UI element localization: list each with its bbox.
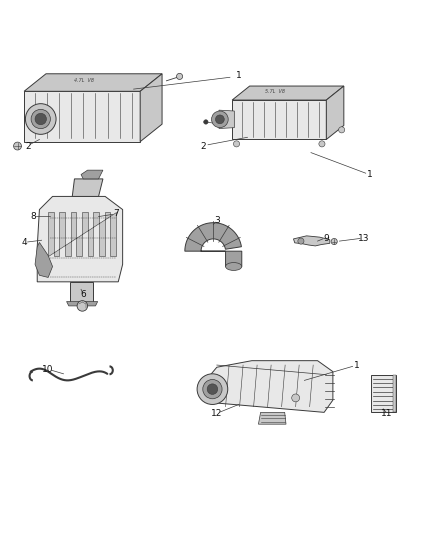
Circle shape <box>215 115 224 124</box>
Text: 4: 4 <box>21 238 27 247</box>
Text: 2: 2 <box>26 142 31 150</box>
Polygon shape <box>35 243 53 278</box>
Ellipse shape <box>226 263 242 270</box>
Polygon shape <box>232 86 344 100</box>
Circle shape <box>77 301 88 311</box>
Polygon shape <box>72 179 103 197</box>
Circle shape <box>25 104 56 134</box>
Circle shape <box>177 74 183 79</box>
Circle shape <box>14 142 21 150</box>
Circle shape <box>203 379 222 399</box>
Text: 2: 2 <box>201 142 206 150</box>
Polygon shape <box>48 212 116 255</box>
Polygon shape <box>393 375 396 412</box>
Polygon shape <box>185 223 242 266</box>
Circle shape <box>212 111 228 128</box>
Circle shape <box>292 394 300 402</box>
Polygon shape <box>326 86 344 140</box>
Circle shape <box>35 114 46 125</box>
Text: 5.7L  V8: 5.7L V8 <box>265 89 285 94</box>
Circle shape <box>331 238 337 245</box>
Text: 12: 12 <box>211 409 223 418</box>
Circle shape <box>298 238 304 244</box>
Circle shape <box>207 384 218 394</box>
Text: 1: 1 <box>354 360 360 369</box>
Polygon shape <box>67 302 98 306</box>
Circle shape <box>339 127 345 133</box>
Text: 3: 3 <box>214 216 220 225</box>
Polygon shape <box>24 91 140 142</box>
Polygon shape <box>293 236 330 246</box>
Text: 10: 10 <box>42 365 54 374</box>
Text: 4.7L  V8: 4.7L V8 <box>74 78 94 83</box>
Polygon shape <box>81 170 103 179</box>
Circle shape <box>319 141 325 147</box>
Polygon shape <box>258 413 286 424</box>
Circle shape <box>31 109 50 128</box>
Text: 6: 6 <box>80 290 86 300</box>
Circle shape <box>233 141 240 147</box>
Polygon shape <box>206 361 333 413</box>
Text: 8: 8 <box>30 212 36 221</box>
Polygon shape <box>232 100 326 140</box>
Polygon shape <box>219 110 234 128</box>
Text: 11: 11 <box>381 409 392 418</box>
Polygon shape <box>371 375 396 412</box>
Circle shape <box>204 120 208 124</box>
Text: 13: 13 <box>358 233 369 243</box>
Circle shape <box>197 374 228 405</box>
Text: 1: 1 <box>236 71 242 80</box>
Polygon shape <box>24 74 162 91</box>
Text: 7: 7 <box>113 209 119 219</box>
Polygon shape <box>70 282 93 302</box>
Text: 1: 1 <box>367 170 373 179</box>
Polygon shape <box>140 74 162 142</box>
Polygon shape <box>37 197 123 282</box>
Text: 9: 9 <box>323 233 329 243</box>
